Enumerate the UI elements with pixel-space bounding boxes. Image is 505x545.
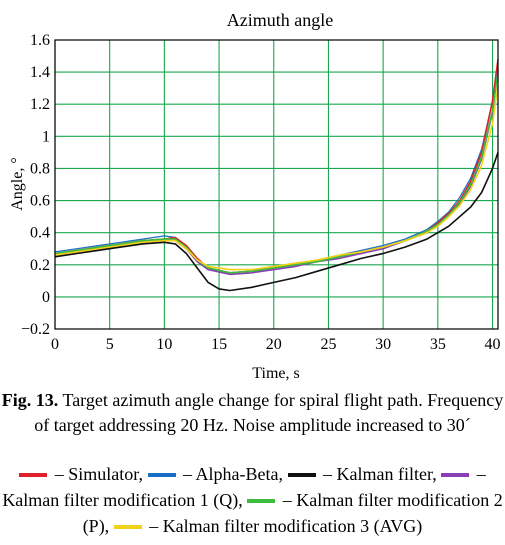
figure-caption: Fig. 13. Target azimuth angle change for…	[0, 388, 505, 438]
y-axis-title: Angle, °	[9, 157, 26, 211]
y-tick-label: 1.4	[30, 64, 50, 81]
legend-label-kalman: – Kalman filter,	[318, 464, 442, 484]
figure-label: Fig. 13.	[1, 390, 59, 410]
legend-item-kalman: – Kalman filter,	[287, 464, 442, 484]
x-tick-label: 10	[156, 336, 172, 353]
plot-frame	[54, 39, 499, 330]
legend-item-kalman-mod3: – Kalman filter modification 3 (AVG)	[113, 516, 423, 536]
legend-swatch-kalman-mod2	[247, 498, 276, 503]
legend-swatch-kalman	[287, 472, 316, 477]
y-tick-label: 0.8	[30, 160, 50, 177]
y-tick-label: −0.2	[21, 321, 50, 338]
legend-label-simulator: – Simulator,	[50, 464, 148, 484]
x-tick-label: 5	[106, 336, 114, 353]
legend-label-kalman-mod3: – Kalman filter modification 3 (AVG)	[144, 516, 423, 536]
y-tick-label: 1.6	[30, 32, 50, 49]
x-axis-title: Time, s	[252, 365, 299, 382]
y-tick-label: 0.2	[30, 257, 50, 274]
series-line-kalman-filter-modification-2-p	[54, 71, 499, 274]
x-tick-label: 0	[51, 336, 59, 353]
series-line-simulator	[54, 59, 499, 274]
legend-label-kalman-mod2: – Kalman filter modification 2 (P),	[82, 490, 503, 536]
chart-title: Azimuth angle	[227, 10, 333, 30]
series-line-kalman-filter-modification-3-avg	[54, 84, 499, 271]
x-tick-label: 40	[485, 336, 501, 353]
x-tick-label: 25	[320, 336, 336, 353]
y-tick-label: 1.2	[30, 96, 50, 113]
x-tick-label: 30	[375, 336, 391, 353]
legend-swatch-simulator	[19, 472, 48, 477]
legend-swatch-kalman-mod1	[441, 472, 470, 477]
legend: – Simulator, – Alpha-Beta, – Kalman filt…	[0, 461, 505, 539]
y-tick-label: 1	[42, 128, 50, 145]
legend-label-alpha-beta: – Alpha-Beta,	[178, 464, 288, 484]
chart-svg: Azimuth angle 0 5 10 15 20 25 30 35 40−0.200.20.…	[9, 10, 501, 382]
legend-item-kalman-mod2: – Kalman filter modification 2 (P),	[83, 490, 503, 536]
legend-item-kalman-mod1: – Kalman filter modification 1 (Q),	[2, 464, 485, 510]
y-tick-label: 0	[42, 289, 50, 306]
x-tick-label: 15	[211, 336, 227, 353]
x-tick-label: 35	[430, 336, 446, 353]
legend-label-kalman-mod1: – Kalman filter modification 1 (Q),	[2, 464, 486, 510]
y-tick-label: 0.4	[30, 225, 50, 242]
caption-text: Target azimuth angle change for spiral f…	[34, 390, 504, 435]
x-tick-label: 20	[266, 336, 282, 353]
legend-item-alpha-beta: – Alpha-Beta,	[147, 464, 288, 484]
series-line-kalman-filter	[54, 152, 499, 292]
y-tick-label: 0.6	[30, 193, 50, 210]
legend-swatch-alpha-beta	[147, 472, 176, 477]
chart: Azimuth angle 0 5 10 15 20 25 30 35 40 −0.2 0 0.2 0.…	[9, 10, 501, 382]
legend-item-simulator: – Simulator,	[19, 464, 147, 484]
legend-swatch-kalman-mod3	[113, 524, 142, 529]
